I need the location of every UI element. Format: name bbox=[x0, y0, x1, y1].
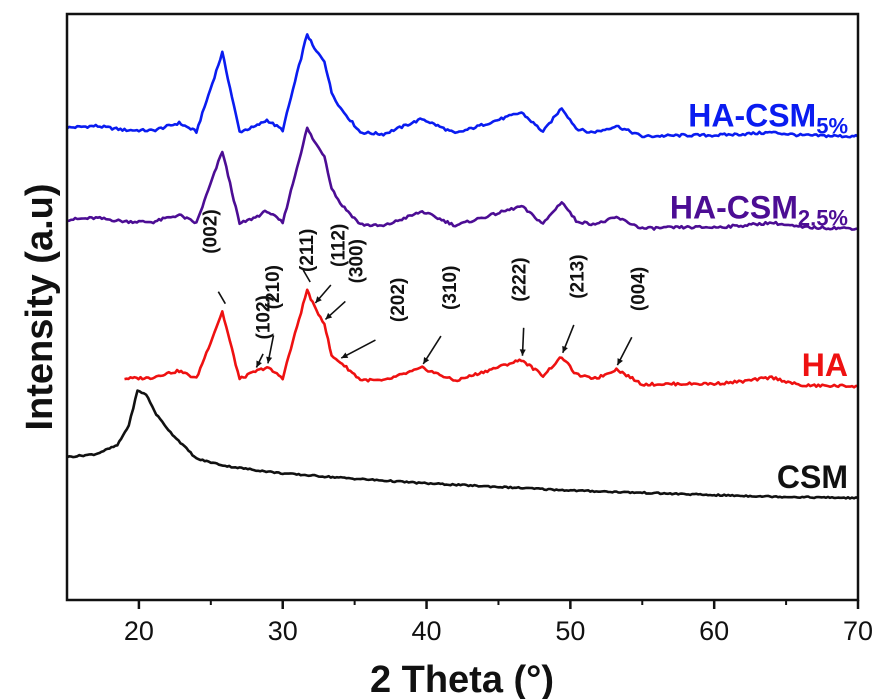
peak-label: (002) bbox=[200, 209, 221, 253]
series-label: HA-CSM5% bbox=[688, 97, 848, 138]
series-label: CSM bbox=[777, 459, 848, 495]
peak-label: (102) bbox=[253, 295, 274, 339]
series-label: HA-CSM2.5% bbox=[670, 189, 848, 230]
peak-label: (202) bbox=[388, 278, 409, 322]
x-tick-label: 70 bbox=[843, 616, 873, 646]
peak-arrow bbox=[217, 291, 227, 305]
peak-arrow bbox=[302, 269, 311, 283]
x-tick-label: 60 bbox=[699, 616, 729, 646]
peak-arrowhead bbox=[315, 296, 322, 303]
peak-arrowhead bbox=[562, 345, 568, 353]
series-layer bbox=[66, 33, 859, 500]
x-axis-ticks: 20 30 40 50 60 70 bbox=[124, 600, 873, 646]
series-labels: HA-CSM5% HA-CSM2.5% HA CSM bbox=[670, 97, 848, 495]
peak-arrowhead bbox=[519, 349, 526, 356]
x-axis-title: 2 Theta (°) bbox=[370, 659, 554, 699]
peak-label: (112) bbox=[328, 224, 349, 267]
peak-annotations: (002) (102)(210) (211) (112)(300) (202) (310)… bbox=[200, 209, 649, 368]
peak-arrowhead bbox=[617, 358, 623, 366]
peak-arrowhead bbox=[256, 360, 262, 368]
x-tick-label: 40 bbox=[412, 616, 442, 646]
x-tick-label: 30 bbox=[268, 616, 298, 646]
peak-arrow bbox=[340, 339, 376, 359]
peak-label: (004) bbox=[628, 267, 649, 311]
x-tick-label: 50 bbox=[555, 616, 585, 646]
peak-arrowhead bbox=[341, 352, 349, 359]
series-line bbox=[66, 33, 859, 139]
peak-arrowhead bbox=[325, 312, 333, 320]
peak-label: (222) bbox=[509, 257, 530, 301]
peak-label: (300) bbox=[346, 239, 367, 283]
peak-label: (310) bbox=[440, 266, 461, 310]
peak-label: (211) bbox=[297, 229, 318, 272]
peak-arrowhead bbox=[266, 356, 273, 364]
plot-frame bbox=[65, 12, 860, 602]
peak-label: (210) bbox=[263, 265, 284, 309]
series-line bbox=[66, 389, 859, 500]
series-line bbox=[124, 288, 859, 389]
peak-arrowhead bbox=[423, 356, 430, 364]
series-label: HA bbox=[802, 347, 848, 383]
series-line bbox=[66, 126, 859, 231]
x-tick-label: 20 bbox=[124, 616, 154, 646]
peak-label: (213) bbox=[568, 254, 589, 298]
y-axis-title: Intensity (a.u) bbox=[19, 183, 61, 430]
